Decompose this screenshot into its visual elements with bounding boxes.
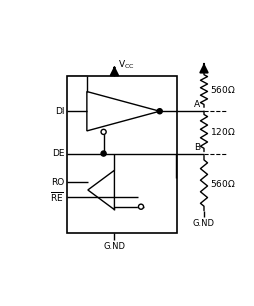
Circle shape [157,109,162,114]
Bar [67,76,177,233]
Circle shape [138,204,144,209]
Circle shape [101,151,106,156]
Text: $\overline{\mathrm{RE}}$: $\overline{\mathrm{RE}}$ [50,190,64,204]
Text: G.ND: G.ND [103,242,125,251]
Text: $560\Omega$: $560\Omega$ [210,84,235,95]
Text: DE: DE [52,149,64,158]
Text: RO: RO [51,177,64,187]
Circle shape [101,129,106,134]
Text: $\mathregular{V_{CC}}$: $\mathregular{V_{CC}}$ [118,58,135,71]
Text: A: A [194,100,200,109]
Text: B: B [194,143,200,151]
Text: G.ND: G.ND [193,218,215,227]
Text: $120\Omega$: $120\Omega$ [210,126,235,137]
Text: $560\Omega$: $560\Omega$ [210,177,235,188]
Text: DI: DI [55,107,64,116]
